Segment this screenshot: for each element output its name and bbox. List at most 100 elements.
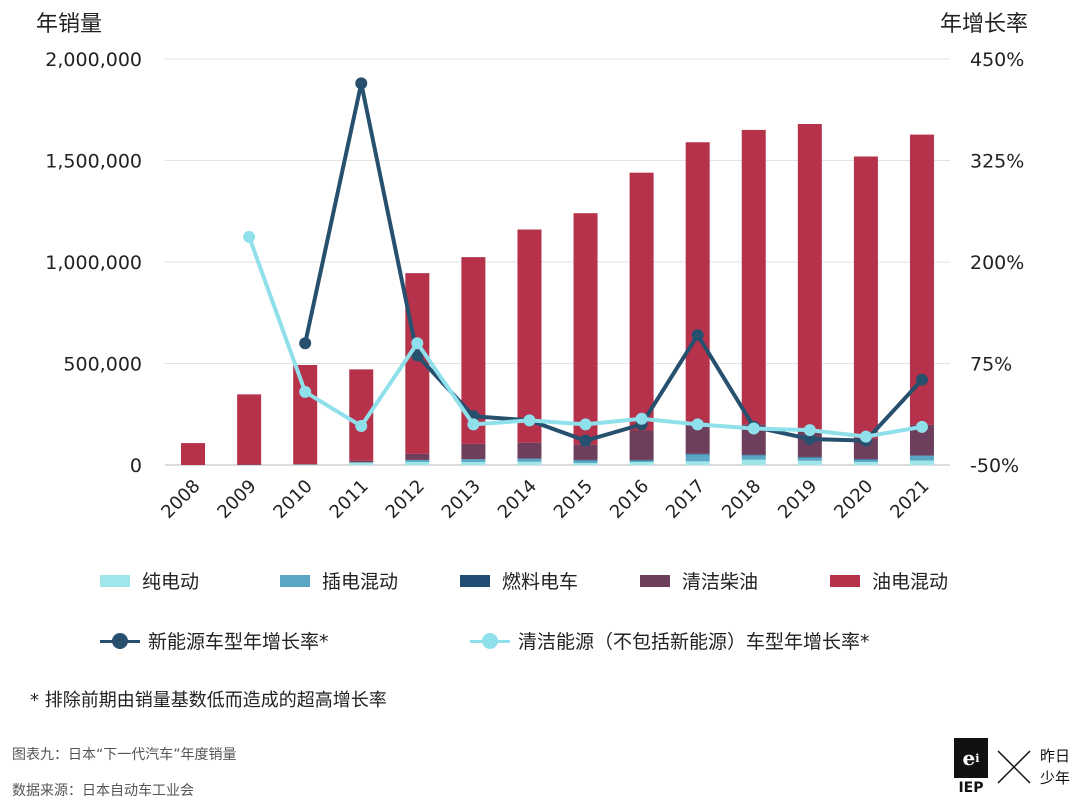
legend-item-nev-growth: 新能源车型年增长率* — [100, 627, 470, 654]
x-tick-label: 2017 — [662, 476, 709, 523]
bar-0-2010 — [293, 464, 318, 465]
line-point-0 — [915, 373, 928, 386]
legend-bars: 纯电动 插电混动 燃料电车 清洁柴油 油电混动 — [100, 567, 948, 594]
bar-0-2013 — [461, 461, 486, 465]
bar-4-2018 — [741, 129, 766, 425]
bar-0-2019 — [797, 460, 822, 465]
bar-0-2020 — [853, 461, 878, 465]
caption-source: 数据来源：日本自动车工业会 — [12, 783, 194, 799]
y-right-tick-label: 75% — [970, 354, 1012, 376]
x-tick-label: 2019 — [774, 476, 821, 523]
bar-2-2015 — [573, 459, 598, 461]
left-axis-title: 年销量 — [36, 12, 103, 37]
x-tick-label: 2013 — [438, 476, 485, 523]
y-left-tick-label: 2,000,000 — [45, 49, 142, 71]
bar-1-2019 — [797, 457, 822, 461]
bar-3-2011 — [349, 460, 374, 463]
line-point-0 — [355, 77, 368, 90]
bar-3-2014 — [517, 442, 542, 459]
legend-label-bev: 纯电动 — [142, 571, 200, 593]
legend-swatch-diesel — [640, 574, 670, 587]
legend-swatch-fcev — [460, 574, 490, 587]
bar-1-2012 — [405, 459, 430, 462]
legend-item-hev: 油电混动 — [830, 567, 948, 594]
legend-item-clean-growth: 清洁能源（不包括新能源）车型年增长率* — [470, 627, 870, 654]
footnote: * 排除前期由销量基数低而造成的超高增长率 — [30, 690, 387, 711]
logo-iep-text: IEP — [958, 780, 984, 796]
y-right-tick-label: 450% — [970, 49, 1024, 71]
bar-4-2014 — [517, 229, 542, 443]
legend-label-clean-growth: 清洁能源（不包括新能源）车型年增长率* — [518, 631, 870, 653]
bar-0-2016 — [629, 461, 654, 465]
line-point-0 — [691, 329, 704, 342]
line-series-0 — [303, 82, 924, 443]
x-tick-label: 2014 — [494, 476, 541, 523]
caption-title: 图表九：日本“下一代汽车”年度销量 — [12, 747, 237, 763]
bar-4-2009 — [237, 394, 262, 465]
bar-0-2012 — [405, 461, 430, 465]
line-point-0 — [803, 433, 816, 446]
bar-1-2014 — [517, 458, 542, 462]
bar-3-2009 — [237, 464, 262, 466]
bar-2-2017 — [685, 453, 710, 455]
bar-1-2017 — [685, 454, 710, 462]
bar-1-2020 — [853, 459, 878, 462]
legend-swatch-bev — [100, 574, 130, 587]
x-tick-label: 2020 — [830, 476, 877, 523]
bar-3-2016 — [629, 430, 654, 460]
bar-2-2016 — [629, 459, 654, 461]
bar-4-2015 — [573, 213, 598, 445]
y-right-tick-label: 200% — [970, 252, 1024, 274]
bar-1-2013 — [461, 459, 486, 462]
right-axis-title: 年增长率 — [940, 12, 1029, 37]
y-left-tick-label: 1,500,000 — [45, 151, 142, 173]
bar-4-2010 — [293, 365, 318, 465]
y-right-tick-label: 325% — [970, 151, 1024, 173]
bar-0-2017 — [685, 461, 710, 465]
bar-0-2018 — [741, 459, 766, 465]
bar-3-2010 — [293, 464, 318, 465]
bar-1-2021 — [909, 455, 934, 461]
bar-0-2021 — [909, 460, 934, 465]
line-point-0 — [579, 434, 592, 447]
bar-1-2018 — [741, 454, 766, 460]
bar-3-2012 — [405, 453, 430, 460]
x-tick-label: 2021 — [886, 476, 933, 523]
bar-4-2017 — [685, 142, 710, 423]
bar-1-2015 — [573, 459, 598, 463]
bar-2-2018 — [741, 454, 766, 456]
bar-0-2011 — [349, 462, 374, 465]
legend-item-phev: 插电混动 — [280, 567, 460, 594]
line-point-1 — [859, 430, 872, 443]
x-tick-label: 2018 — [718, 476, 765, 523]
line-point-1 — [915, 420, 928, 433]
legend-item-bev: 纯电动 — [100, 567, 280, 594]
line-point-1 — [355, 420, 368, 433]
x-tick-label: 2008 — [157, 476, 204, 523]
line-point-1 — [467, 418, 480, 431]
line-point-1 — [635, 412, 648, 425]
bar-1-2016 — [629, 460, 654, 462]
chart-canvas: 0 500,000 1,000,000 1,500,000 2,000,000 -50% 7… — [45, 49, 1024, 523]
bar-2-2019 — [797, 456, 822, 458]
legend-swatch-phev — [280, 574, 310, 587]
line-point-0 — [411, 349, 424, 362]
legend-item-diesel: 清洁柴油 — [640, 567, 830, 594]
legend-label-hev: 油电混动 — [872, 571, 949, 593]
y-left-tick-label: 500,000 — [63, 354, 142, 376]
logo-cross-icon — [997, 750, 1031, 784]
y-left-tick-label: 0 — [130, 455, 142, 477]
y-right-tick-label: -50% — [970, 455, 1019, 477]
line-point-1 — [579, 418, 592, 431]
bar-0-2015 — [573, 462, 598, 465]
legend-item-fcev: 燃料电车 — [460, 567, 640, 594]
legend-label-diesel: 清洁柴油 — [682, 571, 759, 593]
bar-4-2020 — [853, 156, 878, 439]
legend-label-fcev: 燃料电车 — [502, 571, 579, 593]
legend-line-swatch-clean — [470, 631, 510, 651]
legend-lines: 新能源车型年增长率* 清洁能源（不包括新能源）车型年增长率* — [100, 627, 870, 654]
x-tick-label: 2011 — [326, 476, 373, 523]
line-point-1 — [243, 230, 256, 243]
logo-text: 昨日 少年 — [1039, 747, 1070, 787]
